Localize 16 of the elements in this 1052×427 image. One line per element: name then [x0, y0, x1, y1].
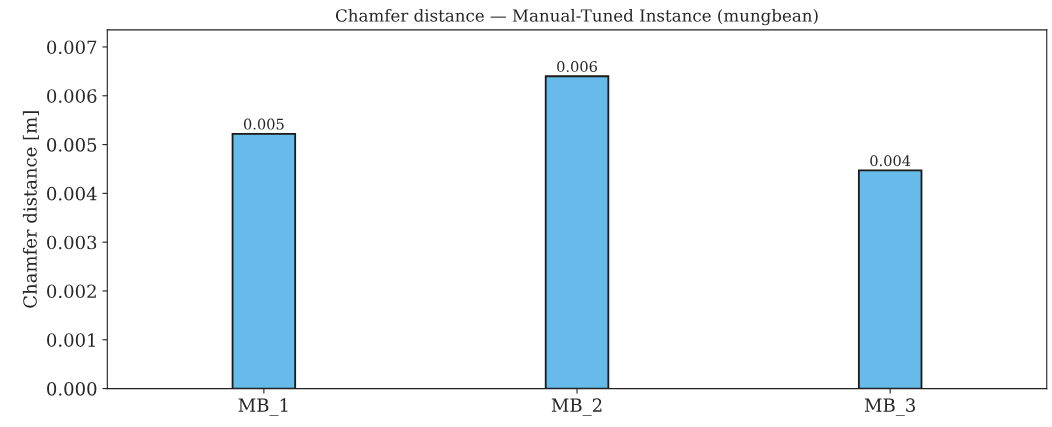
x-tick-label: MB_2: [551, 398, 602, 416]
data-label: 0.005: [243, 118, 284, 130]
data-label: 0.004: [870, 155, 911, 167]
y-tick-label: 0.001: [47, 333, 96, 347]
x-tick-label: MB_1: [238, 398, 288, 416]
y-tick-label: 0.002: [47, 284, 96, 299]
y-tick-label: 0.006: [47, 89, 97, 103]
y-tick-label: 0.003: [47, 235, 97, 250]
y-tick-label: 0.000: [47, 382, 97, 396]
y-tick-label: 0.004: [47, 186, 97, 201]
x-tick-label: MB_3: [864, 398, 915, 416]
chart-title: Chamfer distance — Manual-Tuned Instance (mungbean): [335, 8, 818, 26]
y-axis-title: Chamfer distance [m]: [22, 111, 39, 308]
y-tick-label: 0.007: [47, 40, 97, 55]
data-label: 0.006: [557, 61, 597, 73]
y-tick-label: 0.005: [47, 138, 97, 152]
